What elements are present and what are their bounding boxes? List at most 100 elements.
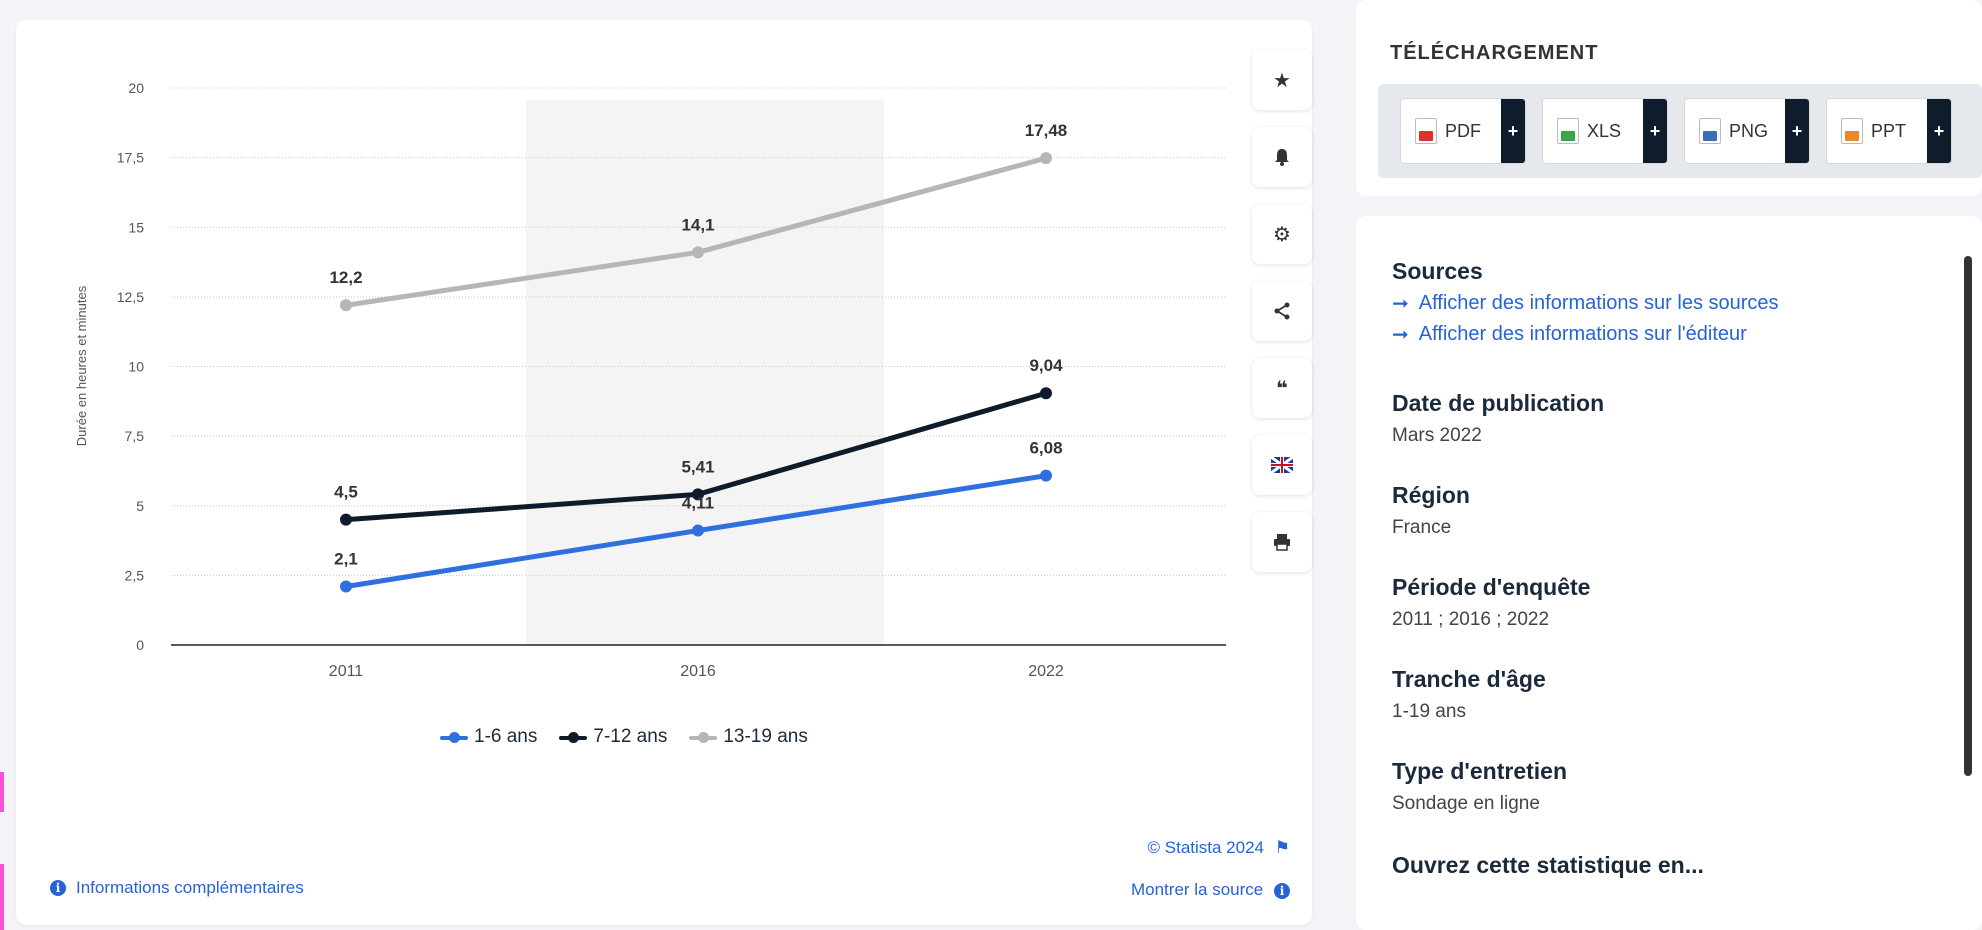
legend-swatch — [440, 731, 468, 743]
line-chart: 0 2,5 5 7,5 10 12,5 15 17,5 20 Durée en heures et… — [74, 80, 1226, 680]
data-point — [1040, 387, 1052, 400]
publication-date-section: Date de publication Mars 2022 — [1392, 390, 1604, 447]
legend-swatch — [559, 731, 588, 743]
pdf-file-icon — [1415, 118, 1437, 144]
age-range-section: Tranche d'âge 1-19 ans — [1392, 666, 1546, 723]
hover-band — [526, 100, 884, 646]
download-png-button[interactable]: PNG + — [1684, 98, 1810, 164]
y-tick-label: 20 — [128, 80, 144, 96]
data-point — [340, 299, 352, 312]
data-point — [692, 246, 704, 259]
field-value: France — [1392, 517, 1452, 538]
y-tick-label: 15 — [128, 219, 144, 235]
plus-icon: + — [1785, 99, 1809, 163]
field-heading: Région — [1392, 482, 1470, 508]
data-point — [1040, 469, 1052, 482]
download-ppt-label: PPT — [1871, 120, 1907, 141]
sources-section: Sources ➞ Afficher des informations sur … — [1392, 258, 1779, 347]
field-heading: Tranche d'âge — [1392, 666, 1546, 692]
arrow-right-icon: ➞ — [1392, 324, 1409, 346]
y-axis-label: Durée en heures et minutes — [74, 285, 89, 446]
interview-type-section: Type d'entretien Sondage en ligne — [1392, 758, 1567, 815]
more-info-link[interactable]: i Informations complémentaires — [50, 878, 304, 898]
show-source-text: Montrer la source — [1130, 880, 1264, 899]
field-value: Sondage en ligne — [1392, 793, 1540, 814]
legend-item-7-12[interactable]: 7-12 ans — [559, 726, 667, 748]
info-icon: i — [50, 880, 66, 896]
credit-text: © Statista 2024 — [1147, 838, 1265, 857]
legend-item-1-6[interactable]: 1-6 ans — [440, 726, 537, 748]
survey-period-section: Période d'enquête 2011 ; 2016 ; 2022 — [1392, 574, 1590, 631]
legend-item-13-19[interactable]: 13-19 ans — [689, 726, 808, 748]
data-label: 9,04 — [1029, 356, 1063, 375]
png-file-icon — [1699, 118, 1721, 144]
gear-icon[interactable]: ⚙ — [1252, 204, 1312, 264]
download-pdf-button[interactable]: PDF + — [1400, 98, 1526, 164]
star-icon[interactable]: ★ — [1252, 50, 1312, 110]
data-point — [340, 513, 352, 526]
field-value: 2011 ; 2016 ; 2022 — [1392, 609, 1550, 630]
x-tick-label: 2016 — [680, 663, 716, 680]
legend-label: 1-6 ans — [474, 726, 538, 747]
data-label: 5,41 — [681, 457, 714, 476]
sources-info-link[interactable]: ➞ Afficher des informations sur les sour… — [1392, 291, 1779, 316]
edge-marker — [0, 864, 4, 930]
field-value: Mars 2022 — [1392, 425, 1482, 446]
data-point — [340, 580, 352, 593]
field-heading: Période d'enquête — [1392, 574, 1591, 600]
chart-card: 0 2,5 5 7,5 10 12,5 15 17,5 20 Durée en heures et… — [16, 20, 1312, 925]
legend-label: 13-19 ans — [723, 726, 808, 747]
data-point — [692, 488, 704, 501]
legend-swatch — [689, 731, 718, 743]
statista-credit[interactable]: © Statista 2024 ⚑ — [1148, 838, 1290, 858]
arrow-right-icon: ➞ — [1392, 293, 1409, 315]
field-heading: Type d'entretien — [1392, 758, 1568, 784]
y-tick-label: 2,5 — [125, 567, 145, 583]
open-statistic-section: Ouvrez cette statistique en... — [1392, 852, 1704, 879]
download-png-label: PNG — [1729, 120, 1769, 141]
flag-icon: ⚑ — [1274, 838, 1290, 857]
info-icon: i — [1274, 883, 1290, 899]
sources-heading: Sources — [1392, 258, 1483, 284]
y-tick-label: 17,5 — [117, 150, 144, 166]
download-ppt-button[interactable]: PPT + — [1826, 98, 1952, 164]
flag-uk-icon[interactable] — [1252, 435, 1312, 495]
xls-file-icon — [1557, 118, 1579, 144]
data-point — [692, 524, 704, 537]
download-buttons: PDF + XLS + PNG + PPT + — [1378, 84, 1982, 178]
more-info-text: Informations complémentaires — [76, 878, 304, 897]
publisher-info-link[interactable]: ➞ Afficher des informations sur l'éditeu… — [1392, 322, 1779, 347]
download-xls-button[interactable]: XLS + — [1542, 98, 1668, 164]
data-label: 4,11 — [682, 494, 714, 513]
download-card: TÉLÉCHARGEMENT PDF + XLS + PNG + PPT + — [1356, 0, 1982, 196]
ppt-file-icon — [1841, 118, 1863, 144]
download-pdf-label: PDF — [1445, 120, 1481, 141]
data-label: 4,5 — [334, 483, 358, 502]
chart-legend: 1-6 ans 7-12 ans 13-19 ans — [440, 726, 808, 748]
download-xls-label: XLS — [1587, 120, 1622, 141]
plus-icon: + — [1927, 99, 1951, 163]
edge-marker — [0, 772, 4, 812]
plus-icon: + — [1643, 99, 1667, 163]
chart-toolbar: ★ ⚙ ❝ — [1252, 50, 1314, 572]
field-value: 1-19 ans — [1392, 701, 1466, 722]
y-tick-label: 5 — [136, 498, 144, 514]
scrollbar[interactable] — [1964, 256, 1972, 776]
y-tick-label: 10 — [128, 359, 144, 375]
sources-info-text: Afficher des informations sur les source… — [1418, 292, 1779, 314]
share-icon[interactable] — [1252, 281, 1312, 341]
statistic-info-card: Sources ➞ Afficher des informations sur … — [1356, 216, 1982, 930]
y-tick-label: 7,5 — [125, 428, 145, 444]
bell-icon[interactable] — [1252, 127, 1312, 187]
data-label: 12,2 — [329, 268, 362, 287]
quote-icon[interactable]: ❝ — [1252, 358, 1312, 418]
data-label: 14,1 — [681, 215, 714, 234]
print-icon[interactable] — [1252, 512, 1312, 572]
x-tick-label: 2022 — [1028, 663, 1064, 680]
legend-label: 7-12 ans — [593, 726, 668, 747]
x-tick-label: 2011 — [329, 663, 364, 680]
data-label: 6,08 — [1029, 439, 1062, 458]
y-tick-label: 0 — [136, 637, 144, 653]
y-tick-label: 12,5 — [117, 289, 144, 305]
show-source-link[interactable]: Montrer la source i — [1131, 880, 1290, 900]
